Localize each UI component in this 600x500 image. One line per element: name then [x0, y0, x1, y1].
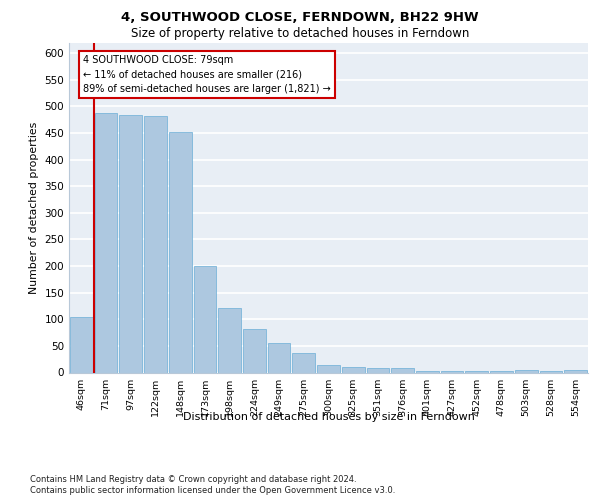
Text: Size of property relative to detached houses in Ferndown: Size of property relative to detached ho… — [131, 28, 469, 40]
Bar — [70, 316, 93, 372]
Text: 4, SOUTHWOOD CLOSE, FERNDOWN, BH22 9HW: 4, SOUTHWOOD CLOSE, FERNDOWN, BH22 9HW — [121, 11, 479, 24]
Bar — [95, 114, 118, 372]
Bar — [317, 365, 340, 372]
Bar — [564, 370, 587, 372]
Bar — [169, 132, 191, 372]
Text: Contains public sector information licensed under the Open Government Licence v3: Contains public sector information licen… — [30, 486, 395, 495]
Bar — [391, 368, 414, 372]
Bar — [342, 367, 365, 372]
Y-axis label: Number of detached properties: Number of detached properties — [29, 122, 39, 294]
Bar — [144, 116, 167, 372]
Bar — [367, 368, 389, 372]
Text: 4 SOUTHWOOD CLOSE: 79sqm
← 11% of detached houses are smaller (216)
89% of semi-: 4 SOUTHWOOD CLOSE: 79sqm ← 11% of detach… — [83, 56, 331, 94]
Text: Contains HM Land Registry data © Crown copyright and database right 2024.: Contains HM Land Registry data © Crown c… — [30, 475, 356, 484]
Bar — [194, 266, 216, 372]
Bar — [292, 353, 315, 372]
Text: Distribution of detached houses by size in Ferndown: Distribution of detached houses by size … — [183, 412, 475, 422]
Bar — [243, 329, 266, 372]
Bar — [119, 115, 142, 372]
Bar — [268, 343, 290, 372]
Bar — [218, 308, 241, 372]
Bar — [515, 370, 538, 372]
